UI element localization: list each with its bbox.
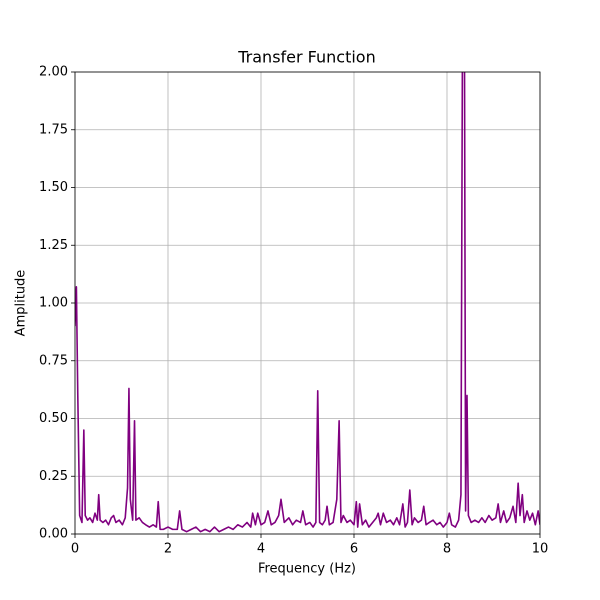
x-tick-label: 10 — [532, 542, 549, 557]
x-tick-label: 6 — [350, 542, 358, 557]
y-axis-label: Amplitude — [14, 270, 29, 337]
y-tick-label: 0.50 — [39, 411, 68, 426]
x-tick-label: 2 — [164, 542, 172, 557]
y-tick-label: 1.00 — [39, 296, 68, 311]
x-tick-label: 4 — [257, 542, 265, 557]
y-tick-label: 1.50 — [39, 180, 68, 195]
data-line — [75, 72, 540, 533]
x-axis-label: Frequency (Hz) — [258, 562, 356, 577]
y-tick-label: 0.00 — [39, 527, 68, 542]
x-tick-label: 8 — [443, 542, 451, 557]
y-tick-label: 1.75 — [39, 122, 68, 137]
chart-title: Transfer Function — [237, 48, 375, 67]
y-tick-label: 0.75 — [39, 353, 68, 368]
y-tick-label: 2.00 — [39, 65, 68, 80]
y-tick-label: 1.25 — [39, 238, 68, 253]
y-tick-label: 0.25 — [39, 469, 68, 484]
x-tick-label: 0 — [71, 542, 79, 557]
